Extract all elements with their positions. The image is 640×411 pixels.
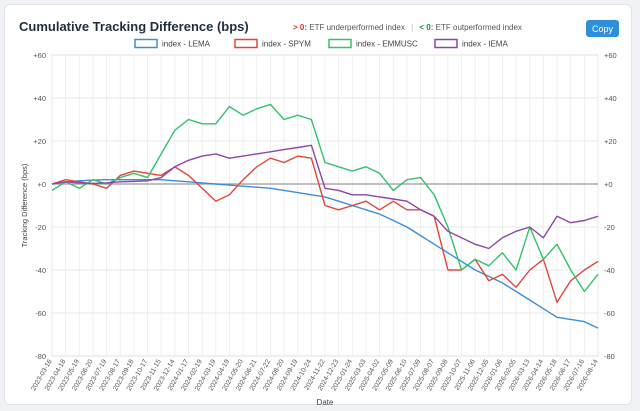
y-tick-label-left: -40 bbox=[35, 266, 46, 275]
legend-swatch bbox=[134, 38, 158, 49]
sign-legend-note: > 0: ETF underperformed index | < 0: ETF… bbox=[293, 23, 522, 32]
chart-card: Cumulative Tracking Difference (bps) > 0… bbox=[4, 4, 632, 405]
y-tick-label-right: +60 bbox=[604, 51, 617, 60]
legend-label: index - IEMA bbox=[462, 40, 508, 49]
y-tick-label-left: +0 bbox=[37, 180, 46, 189]
underperformed-symbol: > 0: bbox=[293, 23, 308, 32]
y-tick-label-right: -80 bbox=[604, 352, 615, 361]
legend-label: index - EMMUSC bbox=[356, 40, 418, 49]
y-tick-label-left: -20 bbox=[35, 223, 46, 232]
series-line bbox=[51, 179, 599, 329]
series-line bbox=[51, 155, 599, 303]
y-tick-label-right: +0 bbox=[604, 180, 613, 189]
chart-title: Cumulative Tracking Difference (bps) bbox=[19, 19, 249, 34]
y-tick-label-left: +60 bbox=[33, 51, 46, 60]
legend-swatch bbox=[234, 38, 258, 49]
y-tick-label-left: -60 bbox=[35, 309, 46, 318]
series-line bbox=[51, 144, 599, 250]
y-axis-title: Tracking Difference (bps) bbox=[20, 163, 29, 247]
x-axis-title: Date bbox=[317, 398, 334, 407]
y-tick-label-right: -40 bbox=[604, 266, 615, 275]
legend-swatch bbox=[328, 38, 352, 49]
legend-label: index - LEMA bbox=[162, 40, 211, 49]
copy-button[interactable]: Copy bbox=[586, 20, 619, 37]
y-tick-label-left: -80 bbox=[35, 352, 46, 361]
legend-swatch bbox=[434, 38, 458, 49]
outperformed-symbol: < 0: bbox=[419, 23, 434, 32]
y-tick-label-right: +40 bbox=[604, 94, 617, 103]
y-tick-label-right: -60 bbox=[604, 309, 615, 318]
legend-label: index - SPYM bbox=[262, 40, 311, 49]
outperformed-text: ETF outperformed index bbox=[435, 23, 522, 32]
y-tick-label-right: -20 bbox=[604, 223, 615, 232]
y-tick-label-left: +20 bbox=[33, 137, 46, 146]
underperformed-text: ETF underperformed index bbox=[309, 23, 405, 32]
y-tick-label-left: +40 bbox=[33, 94, 46, 103]
series-line bbox=[51, 103, 599, 293]
note-separator: | bbox=[411, 23, 414, 32]
y-tick-label-right: +20 bbox=[604, 137, 617, 146]
